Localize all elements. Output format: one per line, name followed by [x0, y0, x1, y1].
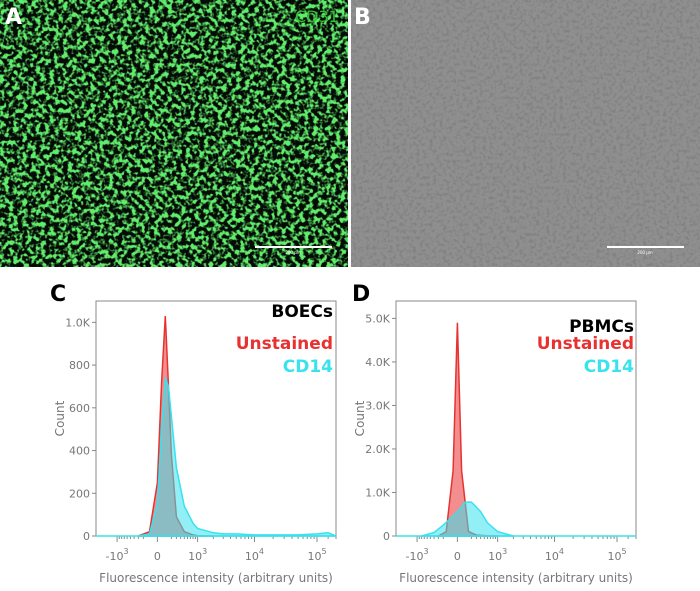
x-tick-label: 104 [245, 547, 264, 563]
legend-entry-cd14: CD14 [584, 357, 634, 377]
y-tick-label: 2.0K [365, 443, 390, 456]
x-tick-label: 105 [307, 547, 326, 563]
y-tick-label: 0 [383, 530, 390, 543]
x-axis-title: Fluorescence intensity (arbitrary units) [399, 571, 633, 585]
x-axis-title: Fluorescence intensity (arbitrary units) [99, 571, 333, 585]
panel-c: C 0 200 400 600 800 1.0K Count -103 0 103 104 105 Fl… [50, 282, 337, 585]
scale-bar-label-a: 200 µm [285, 250, 300, 255]
panel-letter-a: A [5, 5, 22, 30]
panel-letter-b: B [354, 5, 371, 30]
legend-entry-unstained: Unstained [537, 334, 634, 354]
y-tick-label: 3.0K [365, 399, 390, 412]
panel-d: D 0 1.0K 2.0K 3.0K 4.0K 5.0K Count -103 0 103 104 1… [352, 282, 637, 585]
stain-label-cd31: CD31 [295, 7, 339, 26]
series-cd14-area [138, 377, 337, 537]
y-tick-label: 400 [69, 445, 90, 458]
micrograph-b-cells [351, 0, 700, 267]
y-tick-label: 1.0K [365, 486, 390, 499]
panel-a: A CD31 200 µm [0, 0, 348, 267]
panel-letter-d: D [352, 282, 370, 307]
y-axis-title: Count [53, 400, 67, 436]
histogram-boecs: 0 200 400 600 800 1.0K Count -103 0 103 104 105 Fluo… [53, 300, 337, 585]
x-tick-label: 105 [607, 547, 626, 563]
legend-entry-boecs: BOECs [271, 302, 333, 322]
x-tick-label: 0 [154, 550, 161, 563]
y-tick-label: 800 [69, 359, 90, 372]
series-cd14-area [421, 501, 514, 537]
histogram-pbmcs: 0 1.0K 2.0K 3.0K 4.0K 5.0K Count -103 0 103 104 105… [353, 300, 637, 585]
y-axis-title: Count [353, 400, 367, 436]
panel-b: B 200 µm [351, 0, 700, 267]
legend-entry-unstained: Unstained [236, 334, 333, 354]
x-tick-label: -103 [406, 547, 429, 563]
y-tick-label: 5.0K [365, 312, 390, 325]
x-tick-label: 104 [545, 547, 564, 563]
x-tick-label: -103 [106, 547, 129, 563]
x-tick-label: 0 [454, 550, 461, 563]
legend-entry-pbmcs: PBMCs [569, 317, 634, 337]
y-tick-label: 4.0K [365, 356, 390, 369]
legend-entry-cd14: CD14 [283, 357, 333, 377]
y-tick-label: 1.0K [65, 316, 90, 329]
y-tick-label: 600 [69, 402, 90, 415]
panel-letter-c: C [50, 282, 66, 307]
y-tick-label: 0 [83, 530, 90, 543]
micrograph-a-cells [0, 0, 348, 267]
y-tick-label: 200 [69, 487, 90, 500]
x-tick-label: 103 [188, 547, 207, 563]
x-tick-label: 103 [488, 547, 507, 563]
scale-bar-label-b: 200 µm [637, 250, 652, 255]
